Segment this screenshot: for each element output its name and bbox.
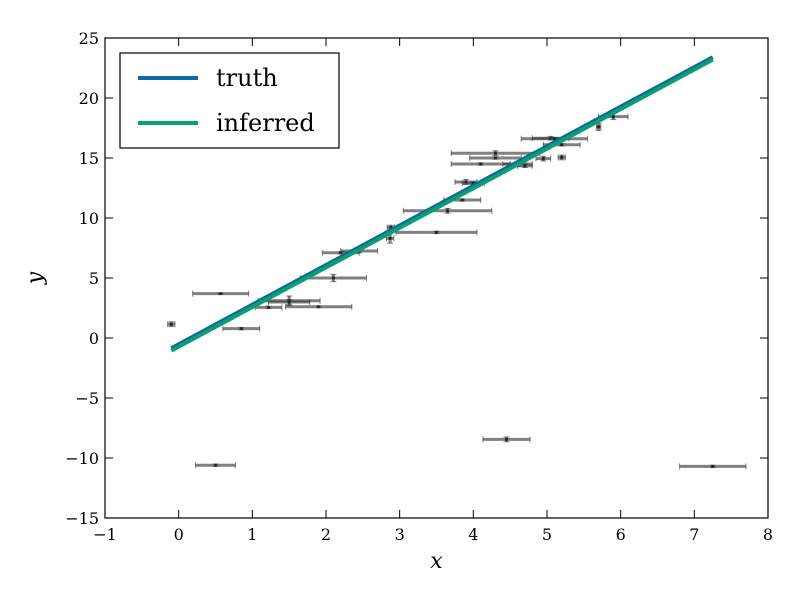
point-marker [239, 327, 243, 331]
point-marker [541, 157, 545, 161]
point-marker [460, 198, 464, 202]
data-point [535, 155, 552, 162]
x-tick-label: 4 [468, 525, 478, 544]
data-point [679, 463, 747, 470]
data-point [192, 290, 250, 297]
x-tick-label: 8 [763, 525, 773, 544]
x-axis-label: x [430, 549, 443, 574]
x-tick-label: 1 [247, 525, 257, 544]
point-marker [435, 230, 438, 234]
y-tick-label: 15 [79, 149, 99, 168]
y-tick-label: 10 [79, 209, 99, 228]
point-marker [523, 164, 527, 168]
y-tick-label: −15 [65, 509, 99, 528]
x-tick-label: 3 [395, 525, 405, 544]
data-point [557, 154, 566, 161]
point-marker [169, 322, 173, 326]
point-marker [552, 137, 556, 141]
x-tick-label: 7 [689, 525, 699, 544]
ticks-layer [104, 37, 769, 519]
legend: truth inferred [119, 52, 340, 149]
x-tick-label: −1 [93, 525, 117, 544]
point-marker [711, 464, 715, 468]
point-marker [219, 292, 223, 296]
x-tick-label: 0 [174, 525, 184, 544]
data-point [284, 303, 353, 310]
lines-layer [170, 55, 714, 353]
y-tick-label: 0 [89, 329, 99, 348]
legend-label-inferred: inferred [216, 109, 315, 137]
point-marker [317, 305, 321, 309]
data-point [469, 155, 522, 161]
data-point [450, 150, 541, 157]
data-point [482, 436, 531, 443]
legend-box [119, 52, 340, 149]
point-marker [214, 463, 217, 467]
point-marker [597, 125, 601, 129]
y-tick-label: 20 [79, 89, 99, 108]
data-point [402, 207, 493, 214]
data-point [195, 462, 236, 469]
point-marker [560, 155, 564, 159]
point-marker [479, 162, 483, 166]
point-marker [493, 151, 497, 155]
series-line-truth [170, 55, 714, 350]
y-axis-label: y [23, 271, 48, 285]
point-marker [287, 300, 291, 304]
data-point [395, 229, 478, 236]
y-tick-label: −5 [75, 389, 99, 408]
point-marker [560, 143, 564, 147]
data-point [595, 122, 602, 131]
data-point [520, 135, 589, 142]
data-point [254, 304, 283, 311]
point-marker [611, 115, 615, 119]
x-tick-label: 5 [542, 525, 552, 544]
point-marker [504, 437, 508, 441]
point-marker [493, 156, 497, 160]
x-tick-label: 6 [616, 525, 626, 544]
data-point [167, 321, 176, 328]
point-marker [331, 276, 335, 280]
point-marker [388, 236, 392, 240]
data-point [268, 299, 311, 305]
point-marker [267, 305, 271, 309]
x-tick-label: 2 [321, 525, 331, 544]
y-tick-label: 5 [89, 269, 99, 288]
y-tick-label: 25 [79, 29, 99, 48]
legend-label-truth: truth [216, 64, 278, 92]
data-point [299, 273, 368, 283]
data-point [222, 325, 261, 332]
series-line-inferred [170, 57, 714, 353]
point-marker [446, 209, 450, 213]
data-point [517, 162, 533, 169]
y-tick-label: −10 [65, 449, 99, 468]
